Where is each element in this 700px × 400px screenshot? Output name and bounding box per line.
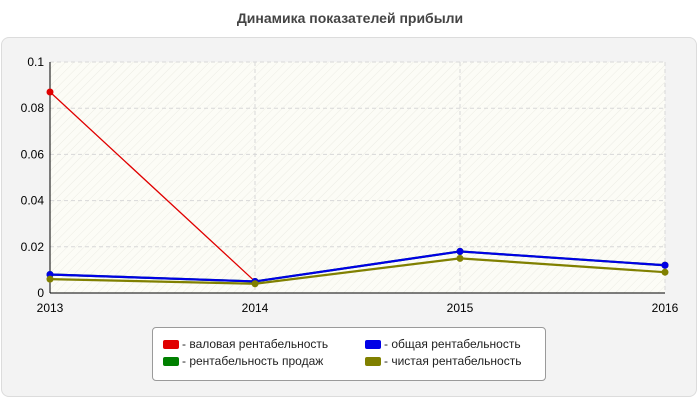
legend-item-gross-margin[interactable]: - валовая рентабельность xyxy=(163,336,328,352)
axes xyxy=(49,62,665,294)
series xyxy=(46,88,669,288)
data-point-0-0[interactable] xyxy=(46,88,54,96)
legend-swatch-olive xyxy=(365,356,381,366)
data-point-3-3[interactable] xyxy=(661,268,669,276)
chart-title: Динамика показателей прибыли xyxy=(236,10,464,26)
y-tick-label: 0.08 xyxy=(21,101,45,115)
legend-item-net-margin[interactable]: - чистая рентабельность xyxy=(365,353,521,369)
series-line-3 xyxy=(49,257,666,285)
legend: - валовая рентабельность - рентабельност… xyxy=(152,327,546,381)
y-tick-label: 0 xyxy=(37,286,44,300)
series-line-2 xyxy=(49,250,666,283)
legend-label: - чистая рентабельность xyxy=(384,354,522,368)
x-tick-label: 2016 xyxy=(652,301,679,315)
y-tick-label: 0.04 xyxy=(21,194,45,208)
x-tick-labels: 2013 2014 2015 2016 xyxy=(37,301,679,315)
legend-item-sales-margin[interactable]: - рентабельность продаж xyxy=(163,353,323,369)
y-tick-labels: 0 0.02 0.04 0.06 0.08 0.1 xyxy=(21,55,45,300)
data-point-2-2[interactable] xyxy=(456,247,464,255)
data-point-3-0[interactable] xyxy=(46,275,54,283)
data-point-3-2[interactable] xyxy=(456,254,464,262)
y-tick-label: 0.02 xyxy=(21,240,45,254)
legend-item-overall-margin[interactable]: - общая рентабельность xyxy=(365,336,521,352)
legend-label: - валовая рентабельность xyxy=(182,337,329,351)
x-tick-label: 2013 xyxy=(37,301,64,315)
data-point-3-1[interactable] xyxy=(251,280,259,288)
legend-swatch-red xyxy=(163,339,179,349)
y-tick-label: 0.1 xyxy=(27,55,44,69)
y-tick-label: 0.06 xyxy=(21,147,45,161)
legend-swatch-green xyxy=(163,356,179,366)
legend-swatch-blue xyxy=(365,339,381,349)
data-point-2-3[interactable] xyxy=(661,261,669,269)
legend-label: - общая рентабельность xyxy=(384,337,521,351)
x-tick-label: 2015 xyxy=(447,301,474,315)
plot-area xyxy=(50,62,665,293)
x-tick-label: 2014 xyxy=(242,301,269,315)
legend-label: - рентабельность продаж xyxy=(182,354,324,368)
